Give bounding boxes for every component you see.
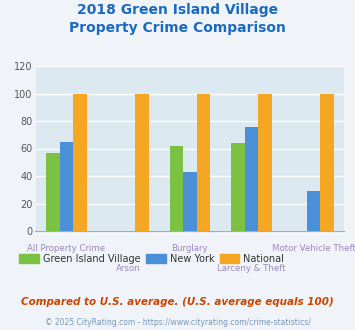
Text: © 2025 CityRating.com - https://www.cityrating.com/crime-statistics/: © 2025 CityRating.com - https://www.city… — [45, 318, 310, 327]
Text: Burglary: Burglary — [171, 244, 208, 253]
Legend: Green Island Village, New York, National: Green Island Village, New York, National — [16, 249, 288, 267]
Bar — [135, 93, 148, 231]
Bar — [231, 143, 245, 231]
Text: Motor Vehicle Theft: Motor Vehicle Theft — [272, 244, 355, 253]
Bar — [245, 126, 258, 231]
Bar — [183, 172, 197, 231]
Bar — [60, 142, 73, 231]
Bar — [258, 93, 272, 231]
Bar — [46, 152, 60, 231]
Text: 2018 Green Island Village
Property Crime Comparison: 2018 Green Island Village Property Crime… — [69, 3, 286, 35]
Bar — [73, 93, 87, 231]
Bar — [320, 93, 334, 231]
Text: All Property Crime: All Property Crime — [27, 244, 105, 253]
Text: Arson: Arson — [116, 264, 141, 273]
Bar — [307, 191, 320, 231]
Text: Compared to U.S. average. (U.S. average equals 100): Compared to U.S. average. (U.S. average … — [21, 297, 334, 307]
Text: Larceny & Theft: Larceny & Theft — [217, 264, 286, 273]
Bar — [197, 93, 210, 231]
Bar — [170, 146, 183, 231]
